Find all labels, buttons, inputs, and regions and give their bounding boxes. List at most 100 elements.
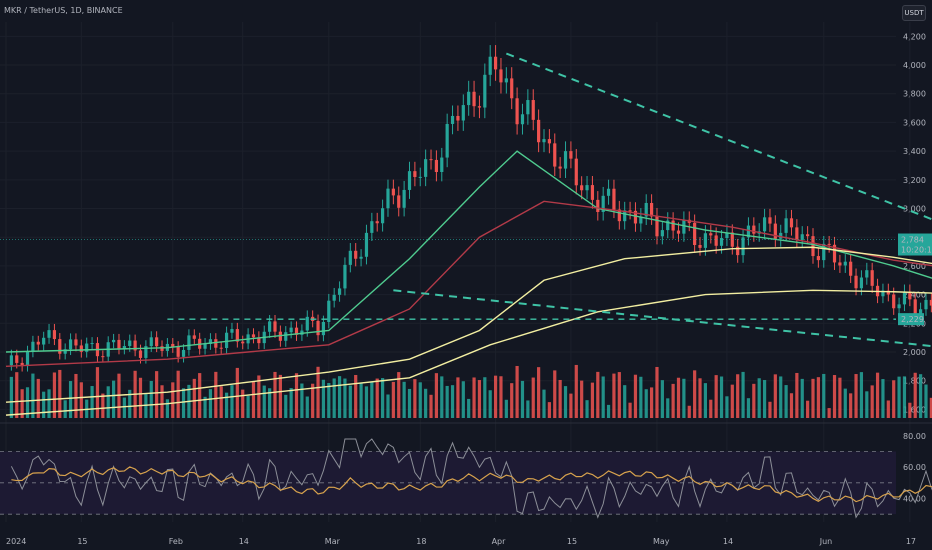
volume-bar bbox=[138, 377, 143, 418]
volume-bar bbox=[230, 385, 234, 418]
volume-bar bbox=[736, 374, 740, 418]
x-tick-label: 15 bbox=[77, 537, 87, 546]
y-tick-label: 2,400 bbox=[903, 291, 926, 300]
candle-body bbox=[413, 171, 417, 177]
last-price-label-bg bbox=[898, 233, 932, 256]
candle-body bbox=[902, 291, 907, 305]
volume-bar bbox=[332, 378, 336, 418]
candle-body bbox=[865, 270, 869, 278]
candle-body bbox=[381, 208, 385, 224]
volume-bar bbox=[429, 394, 433, 418]
candle-body bbox=[510, 78, 514, 99]
volume-bar bbox=[160, 385, 164, 418]
volume-bar bbox=[854, 374, 858, 418]
candle-body bbox=[257, 337, 261, 344]
volume-bar bbox=[52, 372, 57, 418]
candle-body bbox=[316, 320, 320, 336]
candle-body bbox=[467, 91, 471, 106]
volume-bar bbox=[585, 400, 589, 418]
volume-bar bbox=[526, 400, 530, 418]
volume-bar bbox=[816, 377, 820, 418]
volume-bar bbox=[709, 399, 713, 418]
volume-bar bbox=[214, 371, 218, 418]
x-tick-label: Apr bbox=[492, 537, 507, 546]
candle-body bbox=[515, 98, 519, 125]
candle-body bbox=[628, 210, 632, 212]
candle-body bbox=[224, 332, 229, 349]
candle-body bbox=[832, 244, 837, 263]
candle-body bbox=[779, 232, 783, 239]
candle-body bbox=[789, 218, 794, 228]
candle-body bbox=[773, 223, 777, 239]
candle-body bbox=[79, 345, 83, 352]
y-tick-label: 3,800 bbox=[903, 90, 926, 99]
volume-bar bbox=[171, 382, 175, 418]
volume-bar bbox=[886, 400, 890, 418]
volume-bar bbox=[42, 391, 46, 418]
volume-bar bbox=[15, 372, 19, 418]
candle-body bbox=[488, 56, 492, 75]
currency-button[interactable]: USDT bbox=[902, 5, 926, 21]
candle-body bbox=[580, 185, 584, 191]
volume-bar bbox=[779, 376, 783, 418]
candle-body bbox=[741, 237, 745, 256]
y-tick-label: 2,000 bbox=[903, 348, 926, 357]
candle-body bbox=[859, 277, 864, 289]
volume-bar bbox=[623, 385, 627, 418]
candle-body bbox=[719, 238, 724, 246]
candle-body bbox=[849, 261, 853, 276]
volume-bar bbox=[757, 378, 761, 418]
candle-body bbox=[112, 339, 116, 343]
candle-body bbox=[273, 321, 277, 332]
volume-bar bbox=[660, 380, 664, 418]
volume-bar bbox=[542, 389, 546, 418]
moving-average-line bbox=[5, 289, 932, 416]
volume-bar bbox=[381, 378, 385, 418]
candle-body bbox=[752, 225, 756, 234]
volume-bar bbox=[929, 397, 932, 418]
candle-body bbox=[268, 321, 272, 332]
candle-body bbox=[461, 105, 465, 121]
y-tick-label: 4,000 bbox=[903, 61, 926, 70]
rsi-ma-line bbox=[11, 466, 932, 503]
y-tick-label: 2,600 bbox=[903, 262, 926, 271]
candle-body bbox=[203, 343, 207, 349]
volume-bar bbox=[165, 399, 169, 418]
candle-body bbox=[160, 346, 164, 351]
volume-bar bbox=[537, 367, 541, 418]
candle-body bbox=[762, 217, 767, 232]
candle-body bbox=[650, 202, 654, 217]
candle-body bbox=[294, 327, 299, 335]
candle-body bbox=[639, 216, 643, 224]
candle-body bbox=[25, 351, 30, 367]
candle-body bbox=[838, 262, 842, 266]
volume-bar bbox=[63, 400, 67, 418]
volume-bar bbox=[633, 374, 638, 418]
volume-bar bbox=[300, 383, 304, 418]
candle-body bbox=[397, 195, 401, 208]
x-tick-label: Feb bbox=[169, 537, 183, 546]
candle-body bbox=[477, 106, 482, 108]
volume-bar bbox=[327, 383, 331, 418]
volume-bar bbox=[364, 386, 369, 418]
volume-bar bbox=[822, 373, 826, 418]
volume-bar bbox=[461, 381, 465, 418]
volume-bar bbox=[698, 378, 702, 418]
volume-bar bbox=[580, 380, 584, 418]
volume-bar bbox=[456, 377, 460, 418]
volume-bar bbox=[563, 386, 568, 418]
candle-body bbox=[633, 210, 638, 224]
volume-bar bbox=[644, 389, 648, 418]
volume-bar bbox=[913, 372, 917, 418]
candle-body bbox=[15, 355, 19, 363]
candle-body bbox=[827, 243, 831, 245]
candle-body bbox=[386, 188, 390, 209]
volume-bar bbox=[924, 384, 928, 418]
candle-body bbox=[52, 330, 57, 340]
volume-bar bbox=[547, 402, 551, 418]
volume-bar bbox=[31, 373, 35, 418]
candle-body bbox=[703, 233, 707, 248]
volume-bar bbox=[122, 397, 126, 418]
volume-bar bbox=[628, 402, 632, 418]
